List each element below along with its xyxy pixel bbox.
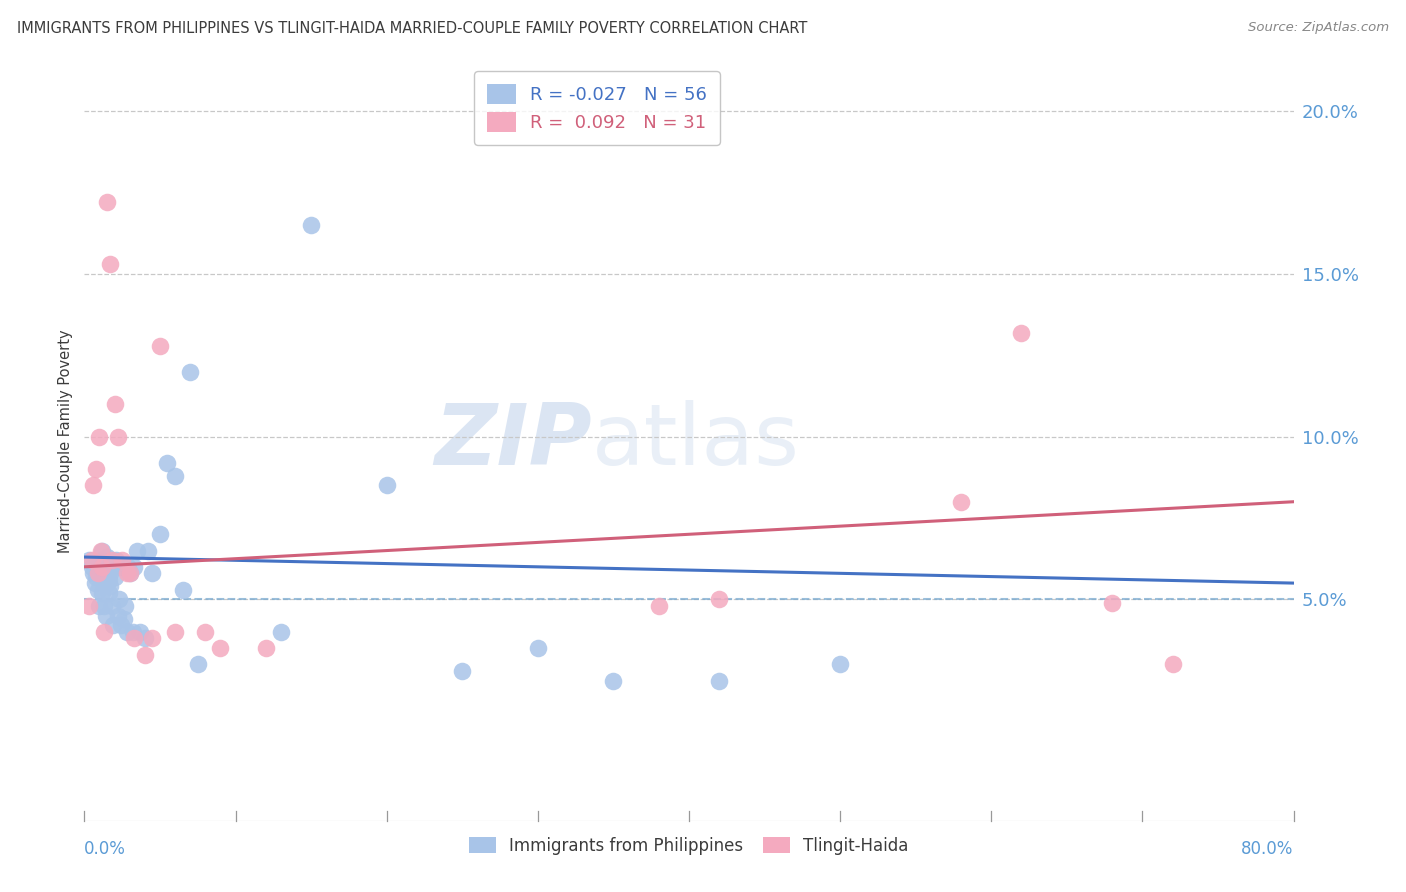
Point [112,612,135,626]
Point [156,456,179,470]
Point [108,592,131,607]
Legend: Immigrants from Philippines, Tlingit-Haida: Immigrants from Philippines, Tlingit-Hai… [463,830,915,862]
Point [91,559,114,574]
Point [118,566,141,581]
Point [90,543,112,558]
Point [97,586,120,600]
Point [93,599,115,613]
Point [121,624,143,639]
Point [82,478,104,492]
Point [602,673,624,688]
Point [1101,596,1123,610]
Point [136,543,159,558]
Point [299,218,322,232]
Point [187,657,209,672]
Point [165,624,187,639]
Point [77,553,100,567]
Point [830,657,852,672]
Point [104,569,127,583]
Point [98,579,121,593]
Point [111,559,134,574]
Point [96,195,118,210]
Point [104,397,127,411]
Point [122,559,145,574]
Point [80,559,103,574]
Point [107,608,129,623]
Point [107,430,129,444]
Point [141,632,163,646]
Point [1011,326,1033,340]
Point [86,569,108,583]
Point [100,553,122,567]
Point [90,553,112,567]
Point [105,553,128,567]
Point [179,365,201,379]
Point [527,641,550,656]
Point [648,599,671,613]
Point [194,624,217,639]
Point [97,573,120,587]
Text: 0.0%: 0.0% [84,840,127,858]
Point [117,559,139,574]
Point [91,586,114,600]
Point [100,559,122,574]
Point [114,599,136,613]
Point [96,550,118,565]
Y-axis label: Married-Couple Family Poverty: Married-Couple Family Poverty [58,330,73,553]
Point [93,624,115,639]
Point [149,527,172,541]
Point [129,624,152,639]
Text: IMMIGRANTS FROM PHILIPPINES VS TLINGIT-HAIDA MARRIED-COUPLE FAMILY POVERTY CORRE: IMMIGRANTS FROM PHILIPPINES VS TLINGIT-H… [17,21,807,37]
Point [89,599,111,613]
Point [172,582,194,597]
Point [84,576,107,591]
Point [115,624,138,639]
Point [89,557,111,571]
Point [98,566,121,581]
Point [134,648,156,662]
Point [110,618,132,632]
Point [709,673,731,688]
Point [96,576,118,591]
Point [93,576,115,591]
Text: atlas: atlas [592,400,800,483]
Point [141,566,163,581]
Point [149,338,172,352]
Point [270,624,292,639]
Text: 80.0%: 80.0% [1241,840,1294,858]
Point [101,618,124,632]
Point [115,566,138,581]
Point [89,430,111,444]
Point [209,641,232,656]
Point [77,599,100,613]
Point [375,478,398,492]
Point [87,566,110,581]
Point [91,543,114,558]
Point [254,641,277,656]
Point [950,494,973,508]
Point [94,608,117,623]
Point [94,559,117,574]
Point [87,582,110,597]
Point [80,553,103,567]
Point [709,592,731,607]
Point [134,632,156,646]
Text: Source: ZipAtlas.com: Source: ZipAtlas.com [1249,21,1389,35]
Point [1161,657,1184,672]
Point [86,462,108,476]
Point [451,664,474,678]
Point [82,566,104,581]
Point [127,543,149,558]
Point [118,566,141,581]
Point [165,468,187,483]
Point [100,599,122,613]
Point [98,257,121,271]
Point [122,632,145,646]
Point [111,553,134,567]
Text: ZIP: ZIP [434,400,592,483]
